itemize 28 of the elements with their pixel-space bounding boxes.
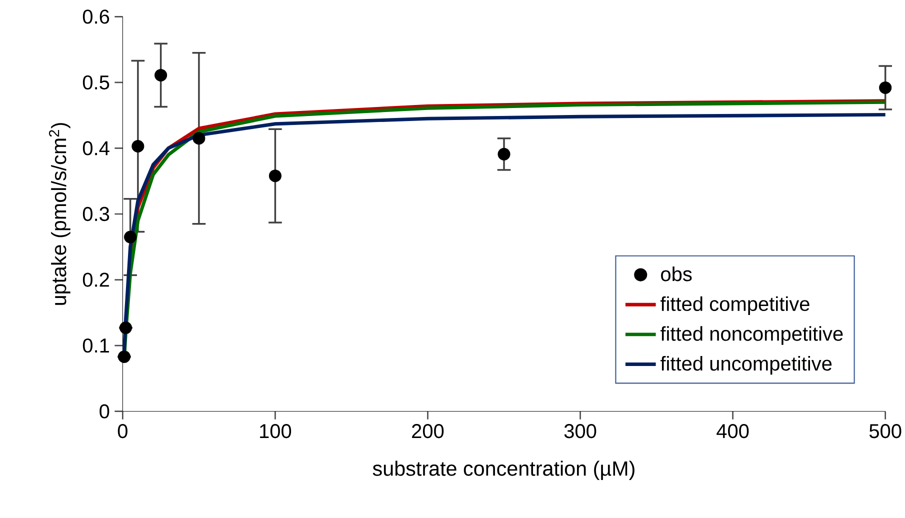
point [132,140,144,153]
x-tick-label: 100 [260,424,292,438]
y-tick-label: 0 [100,404,110,418]
point [119,322,132,334]
x-tick-label: 400 [716,424,749,438]
y-tick-label: 0.6 [82,10,110,24]
x-tick-label: 500 [869,424,902,438]
y-tick-label: 0.1 [82,338,109,353]
point [118,350,130,364]
y-tick-label: 0.3 [82,206,110,222]
x-tick-label: 300 [564,424,596,438]
x-axis-title: substrate concentration (µM) [372,460,634,480]
point [879,81,892,94]
legend-label: fitted uncompetitive [660,356,832,375]
point [498,148,510,160]
legend-label: obs [661,266,692,282]
x-tick-label: 0 [118,424,128,438]
x-tick-label: 200 [412,424,444,438]
y-tick-label: 0.4 [82,141,110,156]
y-tick-label: 0.2 [82,272,109,287]
point [124,230,137,244]
point [154,68,168,82]
y-axis-title: uptake (pmol/s/cm$^{2}$) [48,123,70,305]
legend-label: fitted noncompetitive [660,326,843,345]
legend-label: fitted competitive [660,296,810,315]
y-tick-label: 0.5 [82,75,110,90]
point [268,170,282,182]
point [192,132,206,145]
